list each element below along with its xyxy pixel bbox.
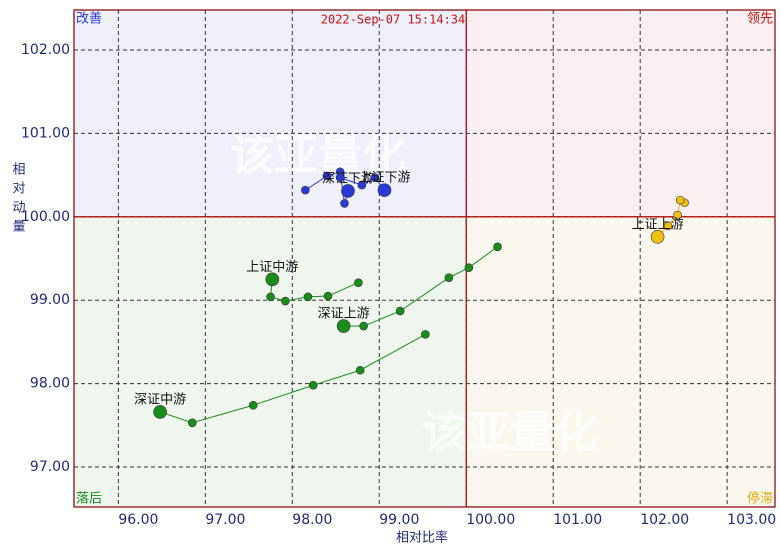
- trail-point: [421, 330, 430, 339]
- trail-point: [308, 380, 318, 390]
- trail-line: [339, 176, 385, 191]
- x-tick-label: 101.00: [553, 512, 602, 528]
- y-tick-label: 99.00: [30, 292, 70, 308]
- trail-point: [444, 273, 454, 282]
- trail-point: [359, 321, 368, 331]
- quadrant-bg: [74, 10, 467, 217]
- trail-point: [357, 180, 367, 190]
- trail-point: [354, 278, 363, 287]
- quadrant-label: 落后: [76, 492, 102, 507]
- trail-point: [335, 173, 345, 182]
- trail-point: [675, 195, 685, 205]
- quadrant-bg: [466, 216, 775, 508]
- plot-frame: [73, 9, 776, 508]
- trail-point: [322, 171, 332, 181]
- x-tick-label: 99.00: [379, 512, 419, 528]
- trail-point: [355, 365, 365, 375]
- head-point: [336, 319, 351, 333]
- y-tick-label: 97.00: [30, 459, 70, 475]
- trail-point: [301, 185, 310, 195]
- x-tick-label: 97.00: [205, 512, 245, 528]
- quadrant-bg: [74, 216, 467, 508]
- x-tick-label: 102.00: [640, 512, 689, 528]
- x-tick-label: 100.00: [466, 512, 515, 528]
- quadrant-label: 停滞: [747, 491, 773, 507]
- trail-line: [159, 333, 426, 424]
- trail-point: [464, 263, 474, 272]
- x-tick-label: 98.00: [292, 512, 332, 528]
- quadrant-bg: [466, 10, 775, 217]
- quadrant-label: 改善: [76, 11, 102, 27]
- x-axis-label: 相对比率: [396, 530, 448, 546]
- trail-point: [493, 242, 502, 252]
- trail-point: [303, 292, 313, 302]
- trail-point: [323, 291, 333, 301]
- timestamp: 2022-Sep-07 15:14:34: [321, 13, 466, 27]
- watermark: 该亚量化: [230, 130, 406, 181]
- series-label: 上证下游: [358, 171, 410, 186]
- head-point: [650, 230, 665, 244]
- trail-point: [248, 400, 258, 410]
- trail-point: [340, 199, 349, 208]
- watermark: 该亚量化: [422, 407, 598, 458]
- head-point: [341, 184, 355, 198]
- trail-point: [673, 210, 682, 220]
- y-tick-label: 98.00: [30, 376, 70, 392]
- head-point: [265, 272, 280, 287]
- y-tick-label: 100.00: [21, 209, 70, 225]
- x-tick-label: 103.00: [727, 512, 776, 528]
- y-tick-label: 102.00: [21, 42, 70, 58]
- head-point: [377, 183, 392, 197]
- trail-point: [663, 221, 673, 231]
- trail-point: [266, 292, 275, 302]
- trail-point: [395, 306, 405, 316]
- y-tick-label: 101.00: [21, 125, 70, 141]
- series-label: 深证上游: [318, 307, 370, 322]
- y-axis-label: 相对动量: [10, 162, 26, 238]
- series-label: 上证上游: [632, 217, 684, 232]
- series-label: 上证中游: [246, 260, 298, 275]
- trail-point: [370, 173, 380, 182]
- quadrant-label: 领先: [747, 12, 773, 27]
- head-point: [153, 405, 167, 419]
- series-label: 深证中游: [134, 392, 186, 407]
- trail-point: [187, 418, 197, 428]
- trail-point: [281, 296, 290, 306]
- x-tick-label: 96.00: [118, 512, 158, 528]
